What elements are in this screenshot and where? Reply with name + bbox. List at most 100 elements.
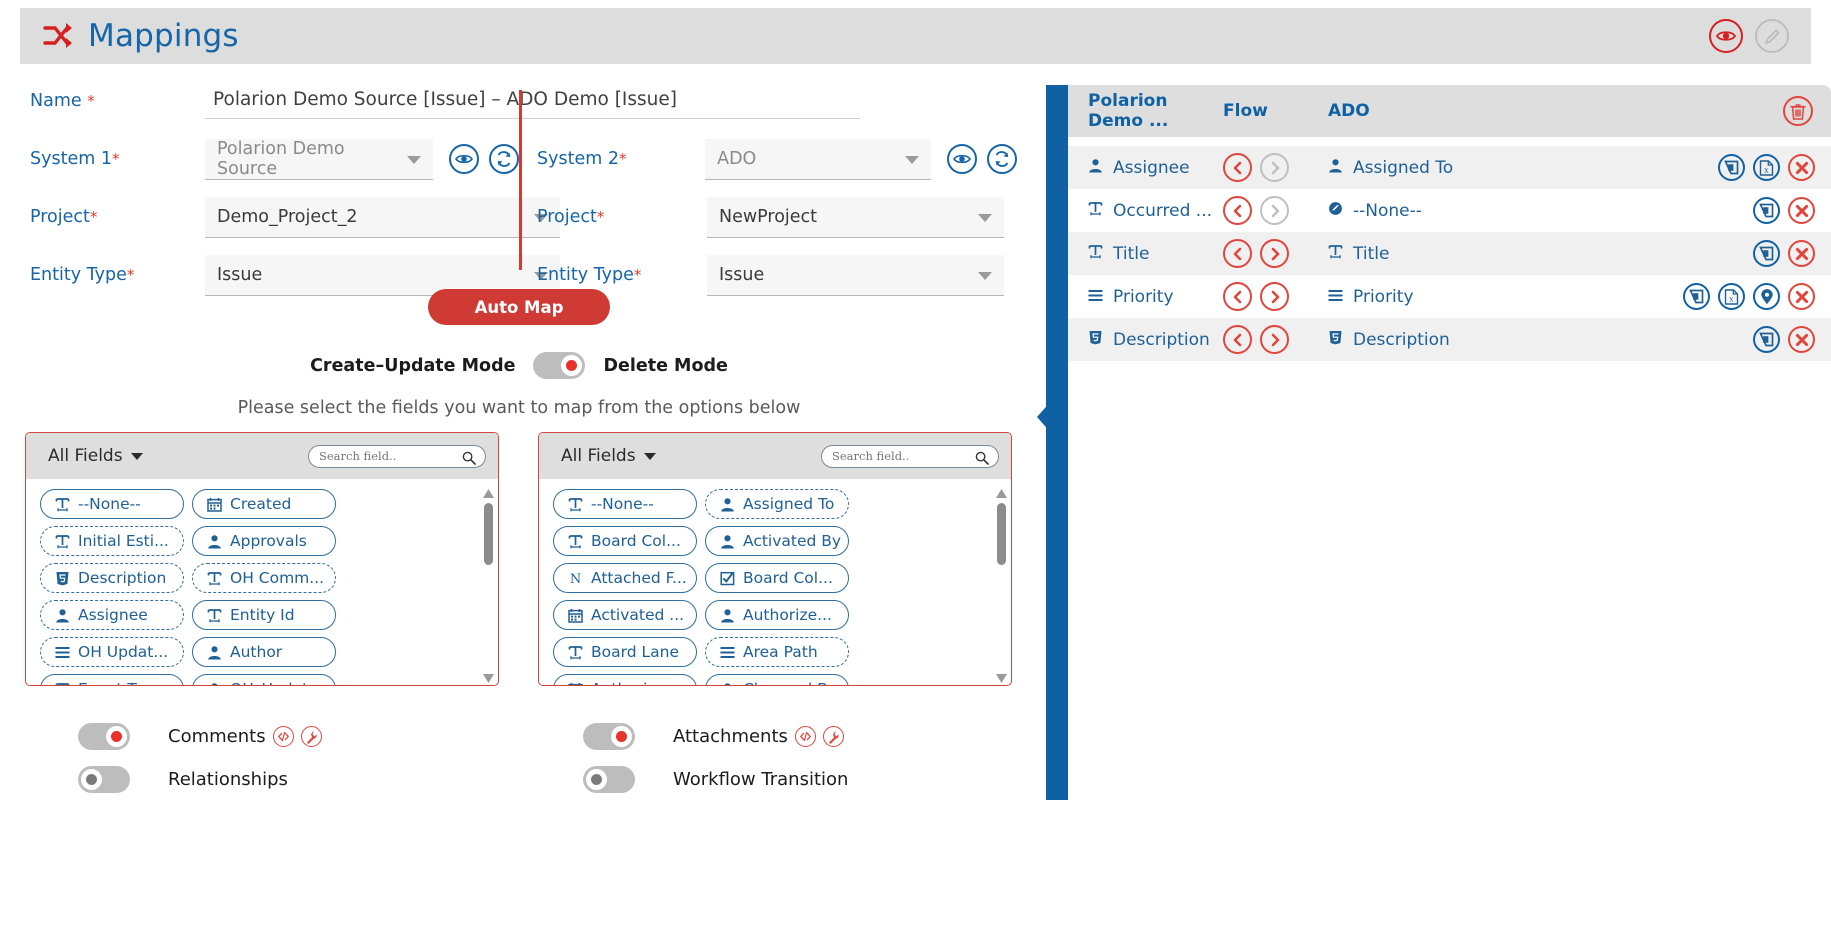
flow-left-button[interactable] — [1223, 153, 1252, 182]
field-chip[interactable]: Board Col... — [705, 563, 849, 593]
name-input[interactable] — [205, 83, 860, 119]
source-all-fields-dropdown[interactable]: All Fields — [48, 446, 143, 466]
mapping-form: Name * System 1* Polarion Demo Source — [0, 72, 1030, 304]
field-chip[interactable]: Initial Esti... — [40, 526, 184, 556]
mapping-icon[interactable] — [1718, 154, 1745, 181]
mapping-icon[interactable] — [1753, 326, 1780, 353]
field-chip[interactable]: Approvals — [192, 526, 336, 556]
calendar-icon — [207, 497, 222, 512]
flow-left-button[interactable] — [1223, 196, 1252, 225]
field-chip[interactable]: Description — [40, 563, 184, 593]
target-all-fields-dropdown[interactable]: All Fields — [561, 446, 656, 466]
pencil-icon[interactable] — [1755, 19, 1789, 53]
scroll-thumb[interactable] — [484, 503, 493, 565]
flow-right-button[interactable] — [1260, 153, 1289, 182]
scroll-up-icon[interactable] — [482, 485, 495, 498]
refresh-icon[interactable] — [987, 144, 1017, 174]
field-chip-label: Author — [230, 643, 283, 661]
mapping-icon[interactable] — [1683, 283, 1710, 310]
flow-right-button[interactable] — [1260, 239, 1289, 268]
field-chip[interactable]: Created — [192, 489, 336, 519]
enum-icon — [1328, 201, 1343, 221]
search-icon — [975, 450, 989, 469]
remove-icon[interactable] — [1788, 326, 1815, 353]
flow-left-button[interactable] — [1223, 282, 1252, 311]
flow-left-button[interactable] — [1223, 239, 1252, 268]
field-chip[interactable]: --None-- — [40, 489, 184, 519]
field-chip[interactable]: Activated By — [705, 526, 849, 556]
text-icon — [1088, 201, 1103, 221]
source-scrollbar[interactable] — [482, 485, 495, 683]
feature-toggle[interactable] — [78, 766, 130, 793]
field-chip[interactable]: --None-- — [553, 489, 697, 519]
field-chip[interactable]: Author — [192, 637, 336, 667]
location-icon[interactable] — [1753, 283, 1780, 310]
field-chip[interactable]: Authorize... — [705, 600, 849, 630]
eye-icon[interactable] — [947, 144, 977, 174]
delete-all-mappings-button[interactable] — [1783, 96, 1813, 126]
eye-icon[interactable] — [1709, 19, 1743, 53]
flow-right-button[interactable] — [1260, 196, 1289, 225]
collapse-left-icon[interactable] — [1037, 400, 1052, 434]
flow-left-button[interactable] — [1223, 325, 1252, 354]
field-chip[interactable]: Area Path — [705, 637, 849, 667]
flow-right-button[interactable] — [1260, 325, 1289, 354]
scroll-down-icon[interactable] — [482, 670, 495, 683]
refresh-icon[interactable] — [489, 144, 519, 174]
field-chip[interactable]: Activated ... — [553, 600, 697, 630]
auto-map-button[interactable]: Auto Map — [428, 289, 610, 325]
mapping-row-actions — [1753, 197, 1815, 224]
scroll-up-icon[interactable] — [995, 485, 1008, 498]
user-icon — [720, 682, 735, 685]
script-icon[interactable]: x — [1718, 283, 1745, 310]
mapping-target-label: Priority — [1353, 286, 1414, 307]
field-chip[interactable]: Assigned To — [705, 489, 849, 519]
project2-label: Project* — [537, 207, 605, 227]
field-chip[interactable]: OH_Updat... — [192, 674, 336, 685]
field-chip[interactable]: OH Comm... — [192, 563, 336, 593]
scroll-down-icon[interactable] — [995, 670, 1008, 683]
target-search-box[interactable] — [821, 444, 999, 469]
remove-icon[interactable] — [1788, 283, 1815, 310]
mode-toggle[interactable] — [533, 352, 586, 379]
toggle-knob — [106, 726, 127, 747]
spacer-row — [537, 72, 1017, 130]
remove-icon[interactable] — [1788, 240, 1815, 267]
system1-select[interactable]: Polarion Demo Source — [205, 138, 433, 180]
field-chip[interactable]: Entity Id — [192, 600, 336, 630]
scroll-thumb[interactable] — [997, 503, 1006, 565]
mapping-icon[interactable] — [1753, 197, 1780, 224]
field-chip[interactable]: Board Col... — [553, 526, 697, 556]
feature-toggle[interactable] — [78, 723, 130, 750]
field-chip[interactable]: Authorize... — [553, 674, 697, 685]
field-chip[interactable]: N Attached F... — [553, 563, 697, 593]
entity2-select[interactable]: Issue — [707, 254, 1004, 296]
feature-toggle[interactable] — [583, 766, 635, 793]
script-icon[interactable]: x — [1753, 154, 1780, 181]
remove-icon[interactable] — [1788, 197, 1815, 224]
remove-icon[interactable] — [1788, 154, 1815, 181]
field-chip-label: Initial Esti... — [78, 532, 169, 550]
trash-icon[interactable] — [1783, 96, 1813, 126]
field-chip[interactable]: OH Updat... — [40, 637, 184, 667]
code-icon[interactable] — [272, 726, 294, 747]
source-search-input[interactable] — [309, 449, 449, 463]
feature-toggle[interactable] — [583, 723, 635, 750]
project1-select[interactable]: Demo_Project_2 — [205, 196, 560, 238]
wrench-icon[interactable] — [300, 726, 322, 747]
eye-icon[interactable] — [449, 144, 479, 174]
entity1-select[interactable]: Issue — [205, 254, 560, 296]
system2-select[interactable]: ADO — [705, 138, 931, 180]
field-chip[interactable]: Board Lane — [553, 637, 697, 667]
field-chip[interactable]: Event Type — [40, 674, 184, 685]
source-search-box[interactable] — [308, 444, 486, 468]
wrench-icon[interactable] — [822, 726, 844, 747]
target-scrollbar[interactable] — [995, 485, 1008, 683]
project2-select[interactable]: NewProject — [707, 196, 1004, 238]
field-chip[interactable]: Changed By — [705, 674, 849, 685]
mapping-icon[interactable] — [1753, 240, 1780, 267]
code-icon[interactable] — [794, 726, 816, 747]
flow-right-button[interactable] — [1260, 282, 1289, 311]
field-chip[interactable]: Assignee — [40, 600, 184, 630]
target-search-input[interactable] — [822, 449, 962, 463]
